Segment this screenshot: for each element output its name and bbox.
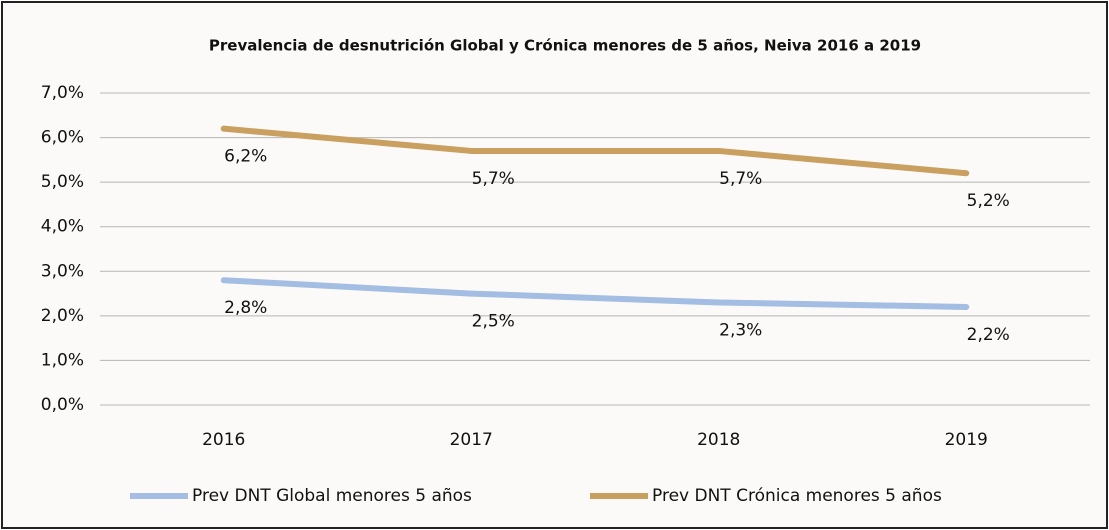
y-tick-label: 0,0% [41, 395, 84, 415]
y-tick-label: 2,0% [41, 306, 84, 326]
data-label: 2,5% [472, 312, 515, 332]
data-label: 6,2% [224, 147, 267, 167]
data-label: 5,7% [719, 169, 762, 189]
data-label: 2,2% [967, 325, 1010, 345]
legend-label: Prev DNT Crónica menores 5 años [652, 486, 942, 506]
chart-title: Prevalencia de desnutrición Global y Cró… [209, 37, 921, 55]
x-tick-label: 2017 [450, 430, 493, 450]
x-tick-label: 2016 [202, 430, 245, 450]
y-tick-label: 5,0% [41, 172, 84, 192]
y-tick-label: 7,0% [41, 83, 84, 103]
y-tick-label: 3,0% [41, 261, 84, 281]
legend-label: Prev DNT Global menores 5 años [192, 486, 472, 506]
series-line [220, 277, 970, 310]
y-tick-label: 4,0% [41, 217, 84, 237]
data-label: 2,8% [224, 298, 267, 318]
data-label: 5,7% [472, 169, 515, 189]
y-tick-label: 1,0% [41, 350, 84, 370]
x-tick-label: 2018 [697, 430, 740, 450]
series-line [220, 125, 970, 177]
x-tick-label: 2019 [945, 430, 988, 450]
data-label: 5,2% [967, 191, 1010, 211]
y-tick-label: 6,0% [41, 128, 84, 148]
data-label: 2,3% [719, 320, 762, 340]
